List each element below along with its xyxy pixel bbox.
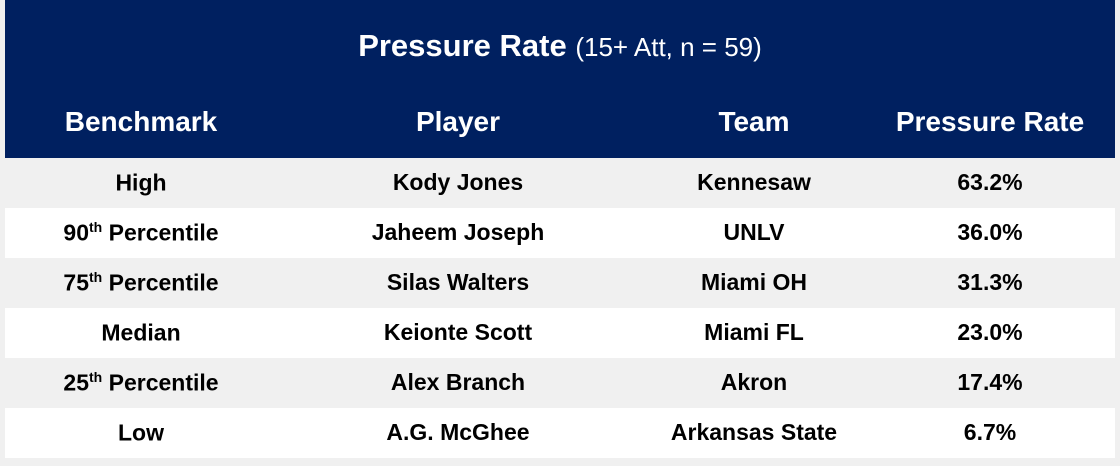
- cell-player: Silas Walters: [386, 269, 530, 295]
- table-row: 75th Percentile Silas Walters Miami OH 31.3…: [5, 258, 1115, 308]
- cell-benchmark: High: [115, 169, 166, 197]
- column-header-team: Team: [718, 106, 790, 137]
- cell-team: Arkansas State: [670, 419, 838, 445]
- benchmark-label: High: [115, 169, 167, 196]
- cell-pressure-rate: 6.7%: [963, 419, 1017, 445]
- cell-player: Kody Jones: [392, 169, 524, 195]
- cell-benchmark: 25th Percentile: [63, 369, 218, 397]
- table-row: 25th Percentile Alex Branch Akron 17.4%: [5, 358, 1115, 408]
- table-row: Low A.G. McGhee Arkansas State 6.7%: [5, 408, 1115, 458]
- benchmark-label: Low: [118, 419, 164, 446]
- cell-benchmark: Low: [118, 419, 164, 447]
- table-row: 90th Percentile Jaheem Joseph UNLV 36.0%: [5, 208, 1115, 258]
- cell-pressure-rate: 63.2%: [957, 169, 1023, 195]
- benchmark-ordinal: th: [89, 269, 103, 285]
- cell-player: Keionte Scott: [383, 319, 533, 345]
- table-row: Median Keionte Scott Miami FL 23.0%: [5, 308, 1115, 358]
- column-header-player: Player: [415, 106, 501, 137]
- cell-team: Kennesaw: [697, 169, 811, 195]
- benchmark-ordinal: th: [89, 369, 103, 385]
- cell-benchmark: 75th Percentile: [63, 269, 218, 297]
- column-header-benchmark: Benchmark: [64, 106, 218, 137]
- cell-pressure-rate: 36.0%: [957, 219, 1023, 245]
- cell-player: Jaheem Joseph: [371, 219, 545, 245]
- cell-pressure-rate: 23.0%: [957, 319, 1023, 345]
- cell-benchmark: Median: [101, 319, 180, 347]
- title-subtitle: (15+ Att, n = 59): [575, 32, 762, 62]
- cell-team: UNLV: [723, 219, 785, 245]
- benchmark-label: Percentile: [102, 369, 219, 396]
- benchmark-ordinal: th: [89, 219, 103, 235]
- cell-player: A.G. McGhee: [386, 419, 530, 445]
- column-header-pressure-rate: Pressure Rate: [895, 106, 1085, 137]
- cell-team: Miami OH: [700, 269, 808, 295]
- cell-pressure-rate: 17.4%: [957, 369, 1023, 395]
- cell-player: Alex Branch: [390, 369, 526, 395]
- benchmark-label: Percentile: [102, 219, 219, 246]
- cell-team: Akron: [720, 369, 788, 395]
- cell-pressure-rate: 31.3%: [957, 269, 1023, 295]
- benchmark-number: 90: [63, 219, 90, 246]
- table-header: Pressure Rate (15+ Att, n = 59) Benchmar…: [5, 0, 1115, 158]
- cell-team: Miami FL: [704, 319, 804, 345]
- column-headers: Benchmark Player Team Pressure Rate: [5, 106, 1115, 140]
- benchmark-label: Percentile: [102, 269, 219, 296]
- benchmark-number: 25: [63, 369, 90, 396]
- table-title: Pressure Rate (15+ Att, n = 59): [5, 28, 1115, 64]
- title-main: Pressure Rate: [358, 28, 567, 63]
- cell-benchmark: 90th Percentile: [63, 219, 218, 247]
- table-row: High Kody Jones Kennesaw 63.2%: [5, 158, 1115, 208]
- benchmark-number: 75: [63, 269, 90, 296]
- benchmark-label: Median: [101, 319, 181, 346]
